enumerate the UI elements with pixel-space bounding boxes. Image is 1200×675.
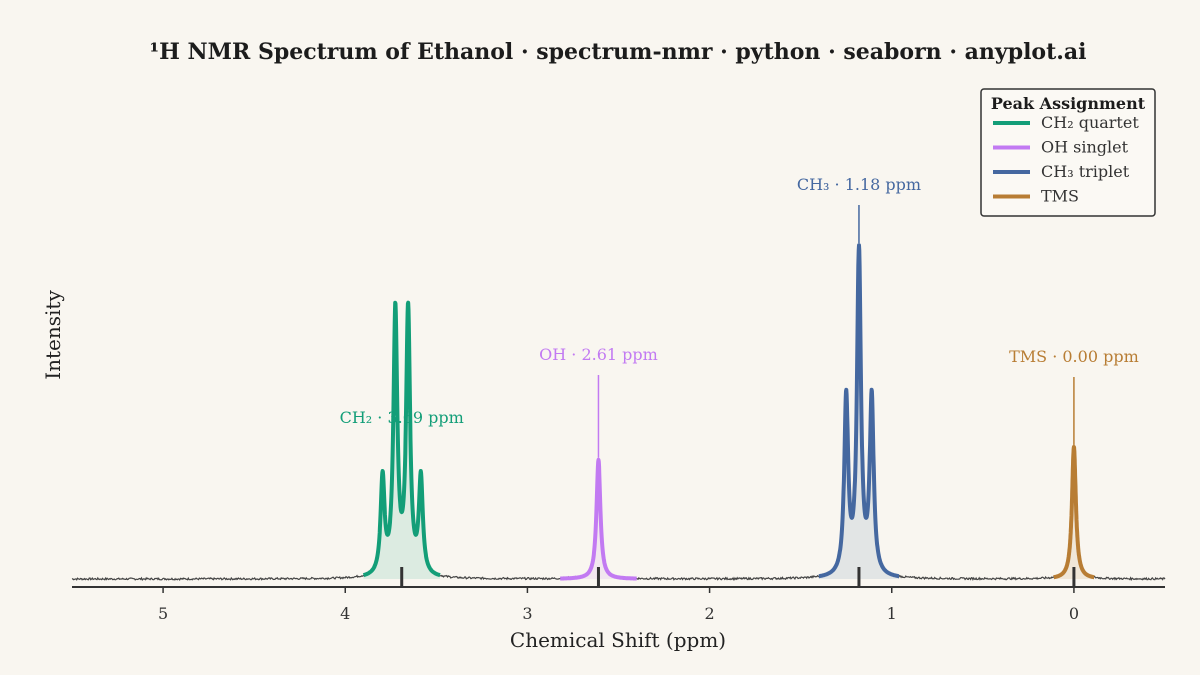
peak-fill-0 <box>363 302 440 579</box>
x-tick-label: 1 <box>887 604 897 623</box>
annotation-label: CH₂ · 3.69 ppm <box>340 408 464 427</box>
peak-fill-2 <box>818 245 899 579</box>
x-tick-label: 3 <box>522 604 532 623</box>
x-tick-label: 0 <box>1069 604 1079 623</box>
chart-title: ¹H NMR Spectrum of Ethanol · spectrum-nm… <box>149 39 1086 65</box>
peak-line-0 <box>361 300 442 578</box>
x-tick-label: 4 <box>340 604 350 623</box>
legend-entry: CH₂ quartet <box>1041 113 1139 132</box>
legend: Peak Assignment CH₂ quartet OH singlet CH₃… <box>980 88 1156 217</box>
peak-fill-3 <box>1053 447 1094 579</box>
peak-fill-1 <box>560 459 637 579</box>
plot-area: 5 4 3 2 1 0 CH₂ · 3.69 ppm OH · 2.61 ppm CH₃ · 1… <box>71 175 1166 623</box>
x-tick-label: 5 <box>158 604 168 623</box>
spectrum-baseline-line <box>71 245 1166 582</box>
x-tick-label: 2 <box>704 604 714 623</box>
legend-box <box>980 88 1156 217</box>
peak-line-2 <box>817 243 901 579</box>
annotation-label: CH₃ · 1.18 ppm <box>797 175 921 194</box>
annotation-label: TMS · 0.00 ppm <box>1009 347 1139 366</box>
legend-entry: OH singlet <box>1041 138 1129 157</box>
legend-entry: TMS <box>1041 187 1079 206</box>
annotation-label: OH · 2.61 ppm <box>539 345 658 364</box>
peak-line-1 <box>558 457 639 581</box>
x-axis-label: Chemical Shift (ppm) <box>510 628 726 652</box>
y-axis-label: Intensity <box>41 290 65 380</box>
legend-entry: CH₃ triplet <box>1041 162 1130 181</box>
legend-title: Peak Assignment <box>991 94 1146 113</box>
peak-line-3 <box>1052 445 1096 580</box>
